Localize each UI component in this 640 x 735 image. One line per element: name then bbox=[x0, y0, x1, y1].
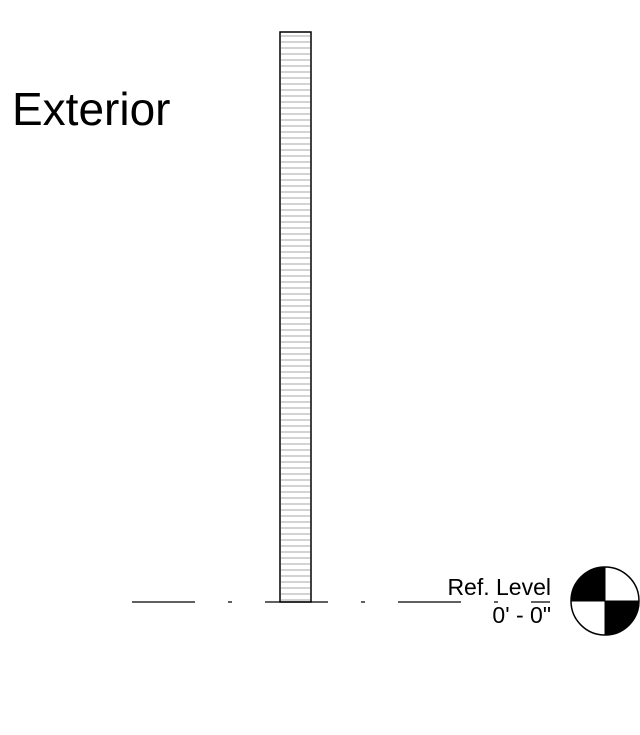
level-head-target-icon[interactable] bbox=[570, 566, 640, 636]
wall-outline bbox=[279, 31, 312, 603]
exterior-label: Exterior bbox=[12, 83, 171, 135]
wall-section[interactable] bbox=[279, 31, 312, 603]
level-elevation-label[interactable]: 0' - 0" bbox=[492, 602, 551, 628]
level-name-label[interactable]: Ref. Level bbox=[447, 574, 551, 600]
wall-hatch-pattern bbox=[281, 35, 310, 601]
